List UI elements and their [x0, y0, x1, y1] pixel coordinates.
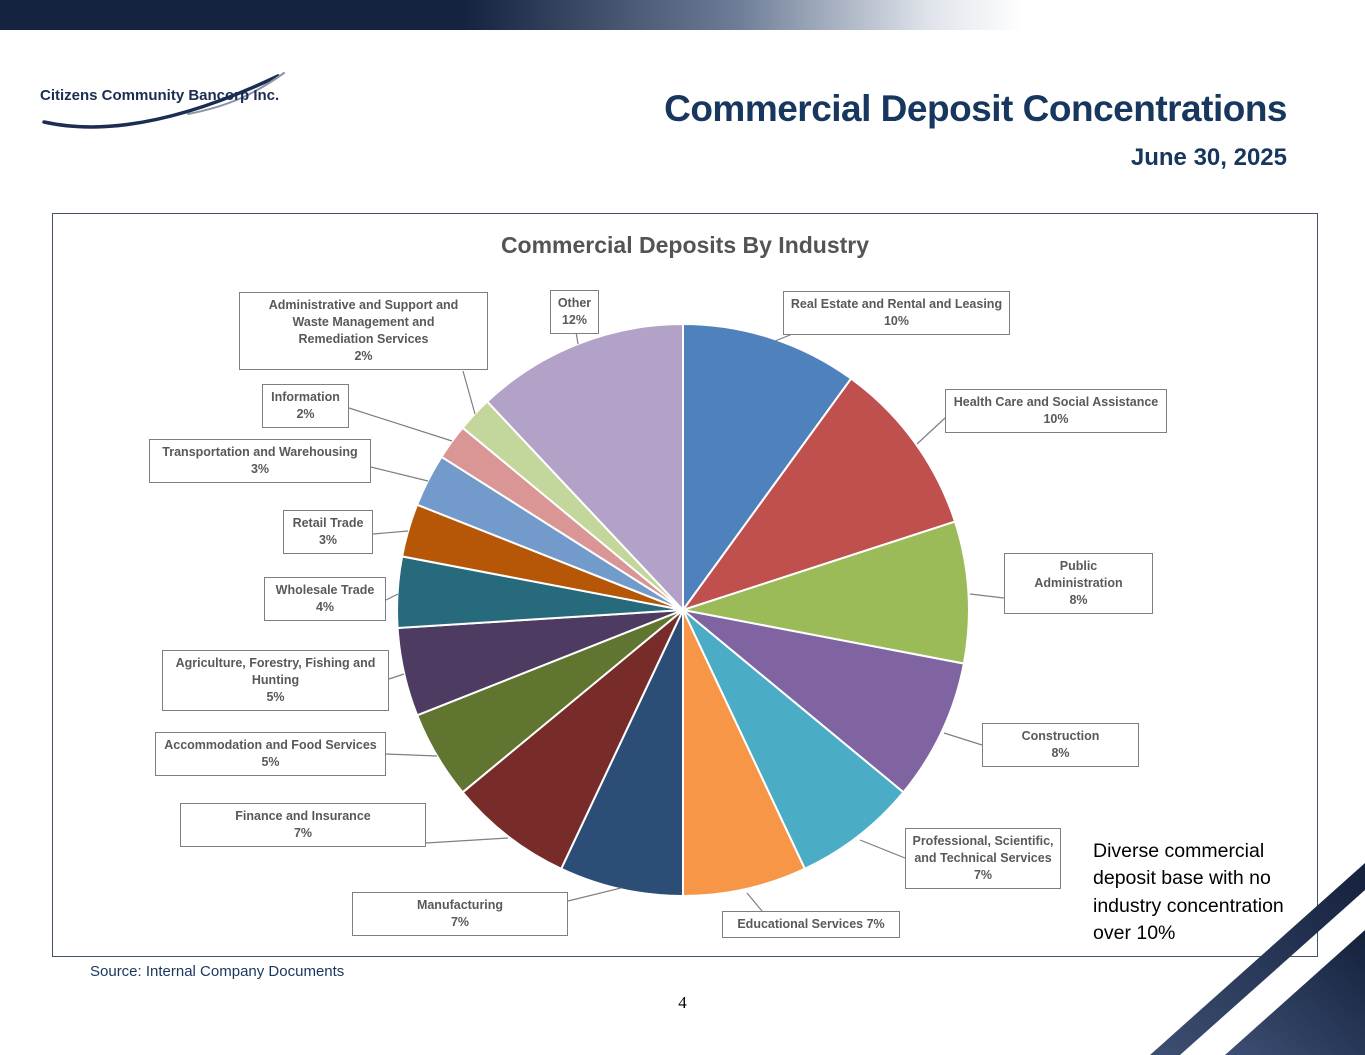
- pie-callout-educational-services: Educational Services 7%: [722, 911, 900, 938]
- pie-callout-wholesale-trade: Wholesale Trade 4%: [264, 577, 386, 621]
- chart-title: Commercial Deposits By Industry: [500, 232, 870, 258]
- pie-callout-information: Information 2%: [262, 384, 349, 428]
- pie-callout-finance-and-insurance: Finance and Insurance 7%: [180, 803, 426, 847]
- logo-text: Citizens Community Bancorp Inc.: [40, 87, 279, 104]
- page-subtitle-date: June 30, 2025: [1130, 144, 1287, 171]
- company-logo: Citizens Community Bancorp Inc.: [38, 60, 308, 142]
- page-title: Commercial Deposit Concentrations: [664, 88, 1287, 129]
- corner-decoration: [1150, 863, 1365, 1055]
- header-gradient-bar: [0, 0, 1365, 30]
- pie-callout-manufacturing: Manufacturing 7%: [352, 892, 568, 936]
- pie-callout-transportation-and-warehousing: Transportation and Warehousing 3%: [149, 439, 371, 483]
- pie-callout-agriculture-forestry-fishing-and-hunting: Agriculture, Forestry, Fishing and Huntin…: [162, 650, 389, 711]
- pie-callout-professional-scientific-and-technical-services: Professional, Scientific, and Technical S…: [905, 828, 1061, 889]
- pie-callout-construction: Construction 8%: [982, 723, 1139, 767]
- source-text: Source: Internal Company Documents: [90, 963, 345, 980]
- pie-callout-real-estate-and-rental-and-leasing: Real Estate and Rental and Leasing 10%: [783, 291, 1010, 335]
- pie-callout-health-care-and-social-assistance: Health Care and Social Assistance 10%: [945, 389, 1167, 433]
- annotation-text: Diverse commercial deposit base with no …: [1093, 840, 1284, 944]
- pie-callout-accommodation-and-food-services: Accommodation and Food Services 5%: [155, 732, 386, 776]
- pie-callout-administrative-and-support-and-waste-management-and-remediation-services: Administrative and Support and Waste Mana…: [239, 292, 488, 370]
- pie-callout-retail-trade: Retail Trade 3%: [283, 510, 373, 554]
- logo-swoosh-icon: Citizens Community Bancorp Inc.: [40, 72, 285, 129]
- pie-callout-other: Other 12%: [550, 290, 599, 334]
- page-number: 4: [678, 993, 687, 1012]
- pie-callout-public-administration: Public Administration 8%: [1004, 553, 1153, 614]
